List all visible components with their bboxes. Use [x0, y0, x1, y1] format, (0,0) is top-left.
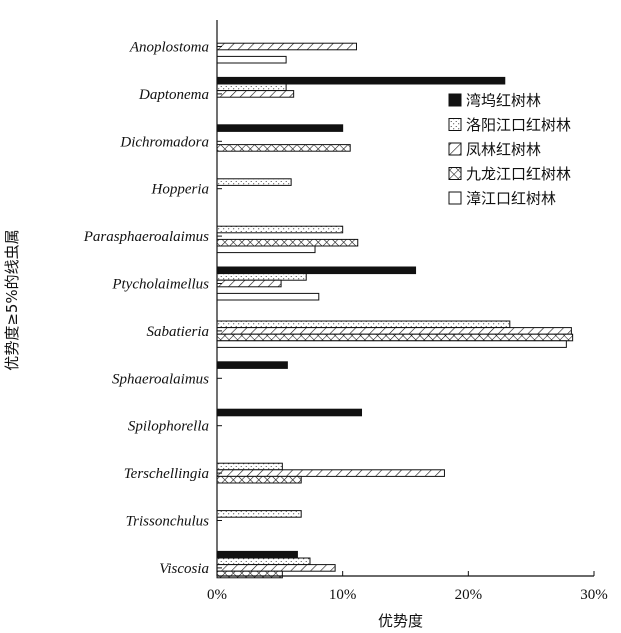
category-label: Dichromadora: [119, 134, 209, 150]
bar-ptycholaimellus-series-1: [216, 266, 417, 275]
category-label: Hopperia: [151, 182, 210, 198]
bars-layer: [216, 42, 574, 579]
bar-sabatieria-series-4: [216, 333, 574, 342]
bar-spilophorella-series-1: [216, 408, 363, 417]
legend-swatch-5: [448, 191, 462, 205]
y-axis-title: 优势度≥5%的线虫属: [3, 229, 21, 370]
bar-viscosia-series-4: [216, 570, 283, 579]
legend-label-4: 九龙江口红树林: [466, 165, 571, 183]
legend-swatch-4: [448, 167, 462, 180]
bar-ptycholaimellus-series-3: [216, 279, 282, 288]
category-label: Spilophorella: [128, 419, 209, 435]
bar-terschellingia-series-4: [216, 475, 302, 484]
axes-layer: [216, 20, 595, 577]
legend-label-5: 漳江口红树林: [466, 190, 556, 208]
bar-daptonema-series-3: [216, 90, 295, 98]
bar-ptycholaimellus-series-2: [216, 273, 307, 281]
bar-daptonema-series-2: [216, 83, 287, 92]
category-label: Anoplostoma: [129, 40, 209, 56]
legend-swatch-3: [448, 142, 462, 156]
bar-hopperia-series-2: [216, 178, 292, 186]
legend-label-1: 湾坞红树林: [466, 92, 541, 110]
bar-viscosia-series-2: [216, 557, 311, 566]
category-label: Trissonchulus: [126, 514, 210, 530]
bar-viscosia-series-1: [216, 550, 298, 559]
bar-parasphaeroalaimus-series-5: [216, 245, 316, 254]
bar-parasphaeroalaimus-series-4: [216, 238, 359, 247]
bar-terschellingia-series-3: [216, 469, 445, 477]
labels-layer: Anoplostoma Daptonema Dichromadora Hopperia…: [3, 40, 608, 631]
bar-terschellingia-series-2: [216, 462, 283, 471]
bar-viscosia-series-3: [216, 564, 336, 572]
x-tick-label: 30%: [580, 587, 608, 603]
bar-dichromadora-series-4: [216, 144, 351, 152]
category-label: Ptycholaimellus: [111, 277, 209, 293]
category-label: Viscosia: [159, 561, 209, 577]
bar-sabatieria-series-3: [216, 327, 572, 335]
legend-swatch-2: [448, 118, 462, 131]
legend-label-3: 凤林红树林: [466, 141, 541, 159]
bar-sphaeroalaimus-series-1: [216, 361, 288, 369]
category-label: Terschellingia: [124, 466, 209, 482]
bar-sabatieria-series-2: [216, 320, 511, 329]
x-tick-label: 20%: [455, 587, 483, 603]
bar-trissonchulus-series-2: [216, 510, 302, 518]
bar-ptycholaimellus-series-5: [216, 292, 320, 301]
x-tick-label: 0%: [207, 587, 227, 603]
bar-dichromadora-series-1: [216, 124, 344, 132]
category-label: Parasphaeroalaimus: [83, 229, 209, 245]
x-axis-title: 优势度: [378, 612, 423, 630]
bar-daptonema-series-1: [216, 76, 506, 85]
category-label: Daptonema: [138, 87, 209, 103]
legend-swatch-1: [448, 93, 462, 107]
x-tick-label: 10%: [329, 587, 357, 603]
bar-anoplostoma-series-3: [216, 42, 357, 51]
category-label: Sabatieria: [147, 324, 210, 340]
bar-parasphaeroalaimus-series-2: [216, 225, 344, 234]
bar-sabatieria-series-5: [216, 340, 567, 348]
legend-label-2: 洛阳江口红树林: [466, 116, 571, 134]
bar-anoplostoma-series-5: [216, 55, 287, 64]
category-label: Sphaeroalaimus: [112, 371, 209, 387]
